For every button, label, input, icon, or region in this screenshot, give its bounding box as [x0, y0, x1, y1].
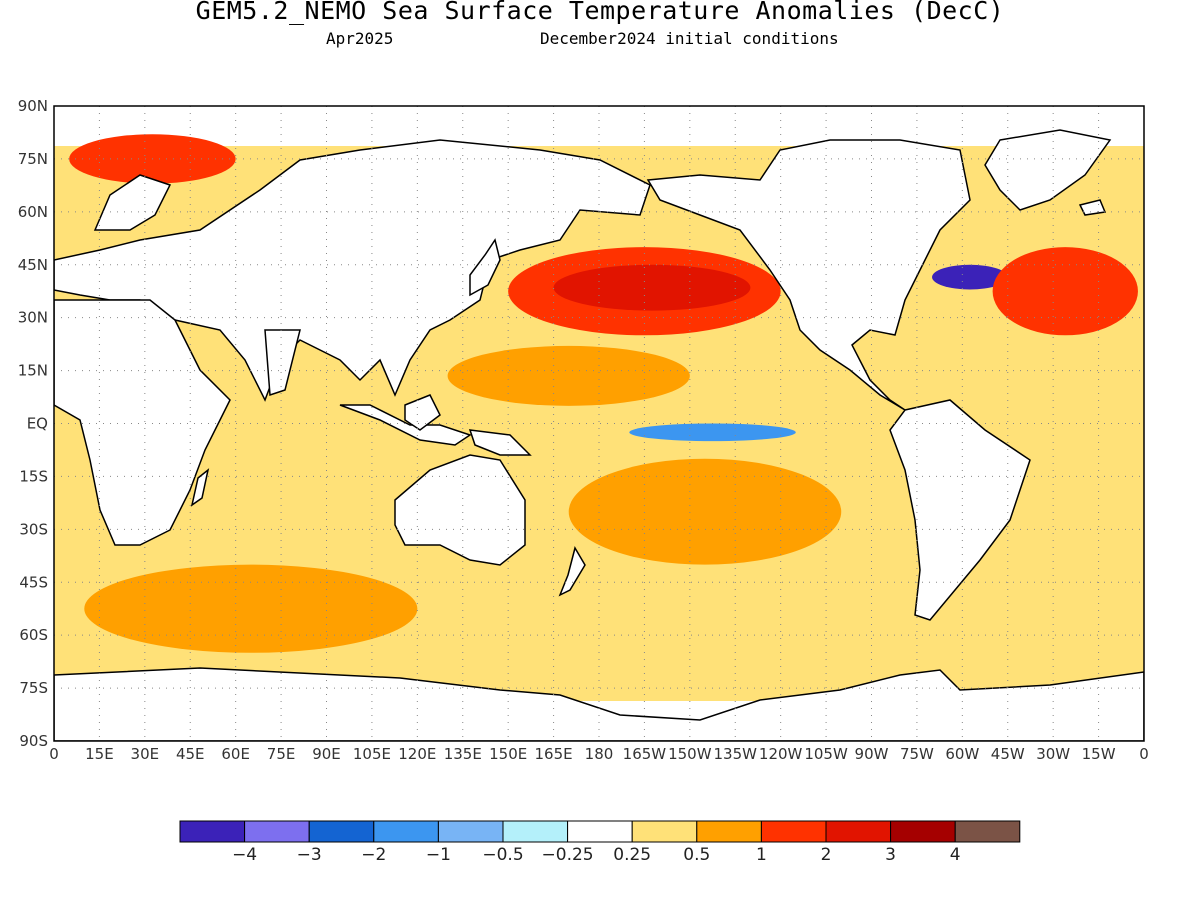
lon-tick-label: 120W — [759, 745, 803, 763]
colorbar-label: −0.25 — [542, 845, 594, 865]
anomaly-north-atlantic-warm — [992, 247, 1138, 336]
colorbar-label: 0.5 — [683, 845, 710, 865]
lat-tick-label: EQ — [27, 415, 48, 433]
greenland-outline — [984, 129, 1112, 211]
colorbar-swatch — [954, 820, 1021, 843]
lat-tick-label: 45N — [18, 256, 48, 274]
colorbar-label: −1 — [426, 845, 451, 865]
colorbar-swatch — [179, 820, 246, 843]
lon-tick-label: 60E — [221, 745, 250, 763]
colorbar-swatch — [631, 820, 698, 843]
lon-tick-label: 75E — [267, 745, 296, 763]
japan-outline — [469, 238, 501, 297]
latitude-labels: 90N 75N 60N 45N 30N 15N EQ 15S 30S 45S 60S 75S 90S — [18, 97, 48, 750]
scandinavia-outline — [93, 174, 172, 231]
anomaly-south-pacific-warm — [568, 458, 842, 565]
forecast-month: Apr2025 — [326, 29, 394, 48]
lon-tick-label: 120E — [398, 745, 436, 763]
colorbar-swatch — [502, 820, 569, 843]
colorbar-label: −3 — [297, 845, 322, 865]
colorbar-label: −0.5 — [482, 845, 523, 865]
indonesia-outline — [339, 404, 472, 446]
colorbar-label: −4 — [232, 845, 257, 865]
lon-tick-label: 165E — [535, 745, 573, 763]
colorbar-label: 1 — [756, 845, 767, 865]
lat-tick-label: 60S — [19, 626, 48, 644]
africa-outline — [54, 299, 231, 546]
lon-tick-label: 90E — [312, 745, 341, 763]
lon-tick-label: 15W — [1082, 745, 1116, 763]
anomaly-north-pacific-core — [553, 264, 751, 311]
lat-tick-label: 75S — [19, 679, 48, 697]
anomaly-tropical-west-pacific-warm — [447, 345, 690, 406]
colorbar-label: 4 — [950, 845, 961, 865]
colorbar: −4 −3 −2 −1 −0.5 −0.25 0.25 0.5 1 2 3 4 — [179, 820, 1021, 865]
anomaly-indian-ocean-warm — [175, 352, 388, 459]
new-guinea-outline — [468, 429, 532, 456]
colorbar-swatch — [437, 820, 504, 843]
lat-tick-label: 30S — [19, 520, 48, 538]
lon-tick-label: 150E — [489, 745, 527, 763]
lon-tick-label: 30E — [131, 745, 160, 763]
colorbar-swatch — [760, 820, 827, 843]
colorbar-label: 0.25 — [613, 845, 651, 865]
lon-tick-label: 105W — [804, 745, 848, 763]
lat-tick-label: 75N — [18, 150, 48, 168]
anomaly-gulf-stream-cool — [932, 264, 1008, 290]
colorbar-label: 2 — [821, 845, 832, 865]
colorbar-swatch — [244, 820, 310, 843]
colorbar-swatch — [567, 820, 633, 843]
lon-tick-label: 105E — [353, 745, 391, 763]
colorbar-swatch — [373, 820, 439, 843]
colorbar-swatch — [308, 820, 375, 843]
lat-tick-label: 60N — [18, 203, 48, 221]
lon-tick-label: 45W — [991, 745, 1025, 763]
initial-conditions-label: December2024 initial conditions — [540, 29, 839, 48]
lon-tick-label: 75W — [900, 745, 934, 763]
colorbar-swatch — [696, 820, 762, 843]
lon-tick-label: 135W — [714, 745, 758, 763]
map-title: GEM5.2_NEMO Sea Surface Temperature Anom… — [195, 0, 1005, 25]
lat-tick-label: 15N — [18, 362, 48, 380]
lon-tick-label: 15E — [85, 745, 114, 763]
colorbar-swatch — [825, 820, 892, 843]
lon-tick-label: 30W — [1036, 745, 1070, 763]
longitude-labels: 0 15E 30E 45E 60E 75E 90E 105E 120E 135E 150E 165E 1… — [49, 745, 1149, 763]
australia-outline — [394, 454, 526, 566]
lon-tick-label: 45E — [176, 745, 205, 763]
madagascar-outline — [190, 468, 210, 507]
lon-tick-label: 0 — [49, 745, 59, 763]
lat-tick-label: 45S — [19, 573, 48, 591]
graticule — [54, 106, 1144, 741]
lon-tick-label: 180 — [585, 745, 614, 763]
borneo-outline — [404, 394, 441, 431]
colorbar-label: 3 — [885, 845, 896, 865]
india-outline — [264, 329, 301, 397]
south-america-outline — [889, 399, 1031, 621]
anomaly-southern-ocean-warm — [84, 564, 418, 653]
colorbar-label: −2 — [361, 845, 386, 865]
new-zealand-outline — [558, 546, 586, 597]
eurasia-outline — [54, 139, 651, 402]
lon-tick-label: 150W — [668, 745, 712, 763]
lat-tick-label: 90N — [18, 97, 48, 115]
map-frame — [53, 105, 1145, 742]
lat-tick-label: 30N — [18, 309, 48, 327]
lat-tick-label: 15S — [19, 467, 48, 485]
anomaly-equatorial-pacific-cool — [629, 423, 796, 442]
colorbar-swatch — [890, 820, 956, 843]
north-america-outline — [646, 139, 971, 411]
lon-tick-label: 60W — [945, 745, 979, 763]
lon-tick-label: 165W — [623, 745, 667, 763]
lon-tick-label: 90W — [855, 745, 889, 763]
lon-tick-label: 0 — [1139, 745, 1149, 763]
lat-tick-label: 90S — [19, 732, 48, 750]
lon-tick-label: 135E — [444, 745, 482, 763]
